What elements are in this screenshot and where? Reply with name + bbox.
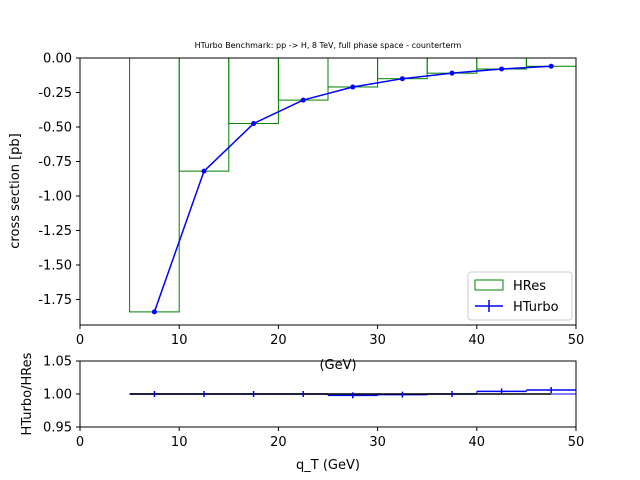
main-x-tick-label: 20 <box>270 333 287 348</box>
hturbo-point <box>399 76 405 82</box>
hturbo-point <box>251 121 257 127</box>
main-x-tick-label: 30 <box>369 333 386 348</box>
ratio-x-axis: 0 10 20 30 40 50 <box>76 427 584 450</box>
main-y-tick-label: -1.25 <box>38 224 72 239</box>
ratio-x-tick-label: 20 <box>270 435 287 450</box>
main-y-axis: 0.00 -0.25 -0.50 -0.75 -1.00 -1.25 -1.50 -1.75 <box>38 52 80 308</box>
ratio-x-tick-label: 0 <box>76 435 84 450</box>
ratio-series <box>129 387 576 399</box>
main-x-tick-label: 10 <box>171 333 188 348</box>
main-y-tick-label: -1.75 <box>38 293 72 308</box>
ratio-y-tick-label: 1.05 <box>43 355 72 370</box>
main-x-tick-label: 40 <box>469 333 486 348</box>
main-y-tick-label: 0.00 <box>43 52 72 67</box>
main-x-axis: 0 10 20 30 40 50 <box>76 325 584 348</box>
legend-box <box>467 271 573 321</box>
ratio-x-tick-label: 10 <box>171 435 188 450</box>
ratio-plot: 0.95 1.00 1.05 0 10 20 30 40 50 HTurbo/HRes q_T… <box>20 352 584 473</box>
main-y-axis-label: cross section [pb] <box>8 133 23 248</box>
hres-bin <box>129 57 180 313</box>
ratio-y-tick-label: 1.00 <box>43 388 72 403</box>
legend-hres-swatch <box>474 279 504 291</box>
hturbo-point <box>151 309 157 315</box>
hturbo-point <box>300 97 306 103</box>
hturbo-point <box>201 168 207 174</box>
hturbo-series <box>151 63 554 315</box>
hturbo-point <box>499 66 505 72</box>
ratio-y-tick-label: 0.95 <box>43 421 72 436</box>
ratio-x-tick-label: 50 <box>568 435 585 450</box>
main-x-tick-label: 0 <box>76 333 84 348</box>
chart-title: HTurbo Benchmark: pp -> H, 8 TeV, full p… <box>195 41 462 50</box>
ratio-y-axis-label: HTurbo/HRes <box>20 352 35 435</box>
ratio-y-axis: 0.95 1.00 1.05 <box>43 355 80 436</box>
hres-bin <box>377 57 428 80</box>
main-y-tick-label: -0.50 <box>38 120 72 135</box>
hturbo-point <box>449 70 455 76</box>
hres-bin <box>228 57 279 125</box>
main-x-axis-label-partial: (GeV) <box>319 358 356 373</box>
ratio-x-tick-label: 30 <box>369 435 386 450</box>
hturbo-point <box>548 63 554 69</box>
ratio-x-tick-label: 40 <box>469 435 486 450</box>
hres-bin <box>277 57 329 101</box>
main-y-tick-label: -0.75 <box>38 155 72 170</box>
main-y-tick-label: -1.00 <box>38 189 72 204</box>
main-y-tick-label: -1.50 <box>38 258 72 273</box>
hres-bin <box>327 57 379 88</box>
legend-hturbo-label: HTurbo <box>513 300 559 315</box>
main-x-tick-label: 50 <box>568 333 585 348</box>
main-y-tick-label: -0.25 <box>38 86 72 101</box>
hturbo-point <box>350 84 356 90</box>
legend-hres-label: HRes <box>513 279 546 294</box>
legend: HRes HTurbo <box>467 271 573 321</box>
ratio-x-axis-label: q_T (GeV) <box>296 458 360 473</box>
main-plot: 0.00-0.25-0.50-0.75-1.00-1.25-1.50-1.75 … <box>8 52 584 374</box>
main-plot-frame <box>79 57 577 326</box>
